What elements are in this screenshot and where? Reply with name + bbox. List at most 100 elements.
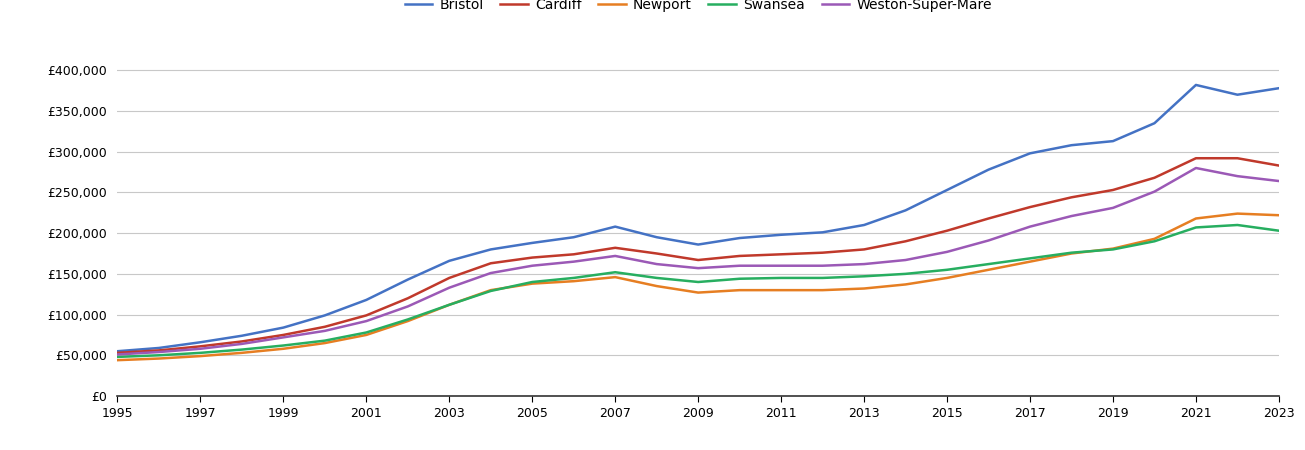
Bristol bbox=[399, 277, 415, 282]
Newport bbox=[732, 288, 748, 293]
Line: Weston-Super-Mare: Weston-Super-Mare bbox=[117, 168, 1279, 355]
Newport bbox=[151, 356, 167, 361]
Weston-Super-Mare bbox=[814, 263, 830, 268]
Weston-Super-Mare bbox=[1147, 189, 1163, 194]
Swansea bbox=[940, 267, 955, 273]
Swansea bbox=[359, 330, 375, 335]
Newport bbox=[1147, 236, 1163, 242]
Bristol bbox=[649, 234, 664, 240]
Cardiff bbox=[525, 255, 540, 260]
Cardiff bbox=[441, 275, 457, 281]
Swansea bbox=[690, 279, 706, 285]
Newport bbox=[483, 288, 499, 293]
Newport bbox=[110, 357, 125, 363]
Bristol bbox=[441, 258, 457, 264]
Weston-Super-Mare bbox=[483, 270, 499, 276]
Swansea bbox=[525, 279, 540, 285]
Cardiff bbox=[110, 350, 125, 356]
Newport bbox=[566, 279, 582, 284]
Swansea bbox=[275, 343, 291, 348]
Swansea bbox=[151, 353, 167, 358]
Weston-Super-Mare bbox=[1105, 205, 1121, 211]
Line: Cardiff: Cardiff bbox=[117, 158, 1279, 353]
Swansea bbox=[399, 317, 415, 322]
Bristol bbox=[607, 224, 622, 230]
Bristol bbox=[732, 235, 748, 241]
Legend: Bristol, Cardiff, Newport, Swansea, Weston-Super-Mare: Bristol, Cardiff, Newport, Swansea, West… bbox=[399, 0, 997, 18]
Swansea bbox=[856, 274, 872, 279]
Newport bbox=[981, 267, 997, 273]
Swansea bbox=[1229, 222, 1245, 228]
Newport bbox=[1022, 259, 1037, 264]
Bristol bbox=[110, 348, 125, 354]
Weston-Super-Mare bbox=[1188, 165, 1203, 171]
Cardiff bbox=[981, 216, 997, 221]
Swansea bbox=[1147, 238, 1163, 244]
Newport bbox=[774, 288, 790, 293]
Line: Swansea: Swansea bbox=[117, 225, 1279, 357]
Bristol bbox=[483, 247, 499, 252]
Cardiff bbox=[1105, 187, 1121, 193]
Bristol bbox=[774, 232, 790, 238]
Weston-Super-Mare bbox=[774, 263, 790, 268]
Bristol bbox=[1188, 82, 1203, 88]
Swansea bbox=[1271, 228, 1287, 234]
Newport bbox=[317, 340, 333, 346]
Swansea bbox=[898, 271, 913, 277]
Cardiff bbox=[898, 238, 913, 244]
Swansea bbox=[649, 275, 664, 281]
Newport bbox=[1105, 246, 1121, 251]
Newport bbox=[441, 302, 457, 307]
Cardiff bbox=[317, 324, 333, 329]
Cardiff bbox=[774, 252, 790, 257]
Swansea bbox=[981, 261, 997, 267]
Line: Newport: Newport bbox=[117, 214, 1279, 360]
Weston-Super-Mare bbox=[1229, 173, 1245, 179]
Cardiff bbox=[1229, 156, 1245, 161]
Weston-Super-Mare bbox=[856, 261, 872, 267]
Bristol bbox=[193, 340, 209, 345]
Swansea bbox=[483, 288, 499, 294]
Bristol bbox=[981, 167, 997, 172]
Cardiff bbox=[856, 247, 872, 252]
Cardiff bbox=[566, 252, 582, 257]
Newport bbox=[856, 286, 872, 291]
Weston-Super-Mare bbox=[690, 266, 706, 271]
Swansea bbox=[193, 350, 209, 356]
Weston-Super-Mare bbox=[981, 238, 997, 243]
Newport bbox=[1064, 251, 1079, 256]
Newport bbox=[607, 274, 622, 280]
Weston-Super-Mare bbox=[110, 352, 125, 357]
Newport bbox=[234, 350, 249, 356]
Bristol bbox=[814, 230, 830, 235]
Weston-Super-Mare bbox=[898, 257, 913, 263]
Weston-Super-Mare bbox=[649, 261, 664, 267]
Weston-Super-Mare bbox=[234, 341, 249, 346]
Weston-Super-Mare bbox=[566, 259, 582, 264]
Swansea bbox=[607, 270, 622, 275]
Bristol bbox=[317, 313, 333, 318]
Newport bbox=[1188, 216, 1203, 221]
Cardiff bbox=[1147, 175, 1163, 180]
Weston-Super-Mare bbox=[193, 346, 209, 351]
Weston-Super-Mare bbox=[151, 349, 167, 355]
Bristol bbox=[151, 345, 167, 351]
Newport bbox=[940, 275, 955, 281]
Weston-Super-Mare bbox=[732, 263, 748, 268]
Weston-Super-Mare bbox=[399, 304, 415, 309]
Bristol bbox=[1271, 86, 1287, 91]
Weston-Super-Mare bbox=[1064, 213, 1079, 219]
Weston-Super-Mare bbox=[525, 263, 540, 268]
Newport bbox=[898, 282, 913, 287]
Cardiff bbox=[193, 344, 209, 349]
Weston-Super-Mare bbox=[441, 285, 457, 290]
Cardiff bbox=[483, 261, 499, 266]
Newport bbox=[690, 290, 706, 295]
Cardiff bbox=[607, 245, 622, 251]
Bristol bbox=[1022, 151, 1037, 156]
Swansea bbox=[234, 347, 249, 352]
Weston-Super-Mare bbox=[275, 335, 291, 340]
Bristol bbox=[566, 234, 582, 240]
Bristol bbox=[856, 222, 872, 228]
Bristol bbox=[1229, 92, 1245, 97]
